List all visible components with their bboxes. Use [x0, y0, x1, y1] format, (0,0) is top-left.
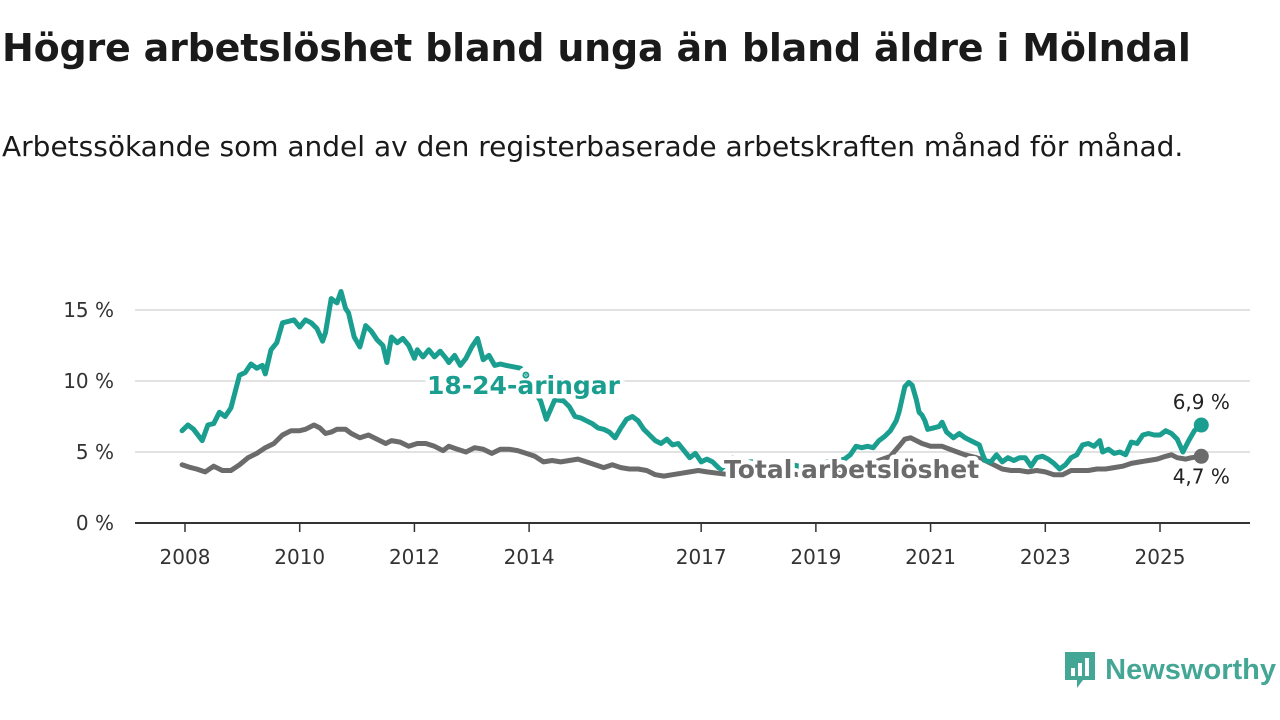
series-lines — [179, 289, 1209, 479]
x-tick-label: 2012 — [389, 545, 440, 569]
series-label-youth: 18-24-åringar — [427, 371, 621, 400]
series-end-marker — [1193, 448, 1209, 464]
series-labels: 18-24-åringar Total arbetslöshet 6,9 % 4,7 … — [423, 367, 1230, 489]
gridlines — [135, 309, 1250, 453]
chart-subtitle: Arbetssökande som andel av den registerb… — [2, 130, 1184, 163]
x-tick-label: 2025 — [1135, 545, 1186, 569]
series-end-marker — [1193, 417, 1209, 433]
x-tick-label: 2008 — [160, 545, 211, 569]
y-tick-label: 5 % — [76, 440, 114, 464]
end-value-label-total: 4,7 % — [1173, 464, 1230, 488]
y-tick-label: 15 % — [63, 298, 114, 322]
x-tick-label: 2014 — [504, 545, 555, 569]
x-tick-label: 2021 — [905, 545, 956, 569]
series-line — [179, 422, 1204, 479]
y-tick-label: 0 % — [76, 511, 114, 535]
newsworthy-logo: Newsworthy — [1063, 650, 1276, 690]
x-tick-label: 2010 — [274, 545, 325, 569]
series-line — [179, 289, 1204, 472]
end-value-label-youth: 6,9 % — [1173, 390, 1230, 414]
x-tick-label: 2023 — [1020, 545, 1071, 569]
newsworthy-logo-text: Newsworthy — [1105, 653, 1276, 686]
x-axis: 2008 2010 2012 2014 2017 2019 2021 2023 2025 — [135, 522, 1250, 569]
newsworthy-logo-icon — [1065, 652, 1096, 688]
series-label-total: Total arbetslöshet — [724, 455, 979, 484]
chart-title: Högre arbetslöshet bland unga än bland ä… — [2, 26, 1191, 70]
x-tick-label: 2019 — [790, 545, 841, 569]
x-tick-label: 2017 — [676, 545, 727, 569]
y-axis: 0 % 5 % 10 % 15 % — [63, 298, 114, 535]
y-tick-label: 10 % — [63, 369, 114, 393]
